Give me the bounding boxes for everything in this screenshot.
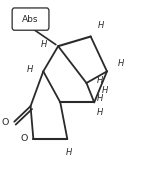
Text: H: H bbox=[98, 21, 104, 30]
Text: H: H bbox=[118, 59, 124, 68]
FancyBboxPatch shape bbox=[12, 8, 49, 30]
Text: O: O bbox=[1, 118, 9, 127]
Text: H: H bbox=[97, 76, 103, 85]
Text: O: O bbox=[20, 134, 28, 143]
Text: H: H bbox=[97, 108, 103, 118]
Text: H: H bbox=[66, 148, 72, 157]
Text: H: H bbox=[26, 65, 33, 74]
Text: H: H bbox=[41, 40, 48, 49]
Text: H: H bbox=[97, 94, 103, 103]
Text: Abs: Abs bbox=[22, 15, 39, 24]
Text: H: H bbox=[101, 86, 108, 95]
